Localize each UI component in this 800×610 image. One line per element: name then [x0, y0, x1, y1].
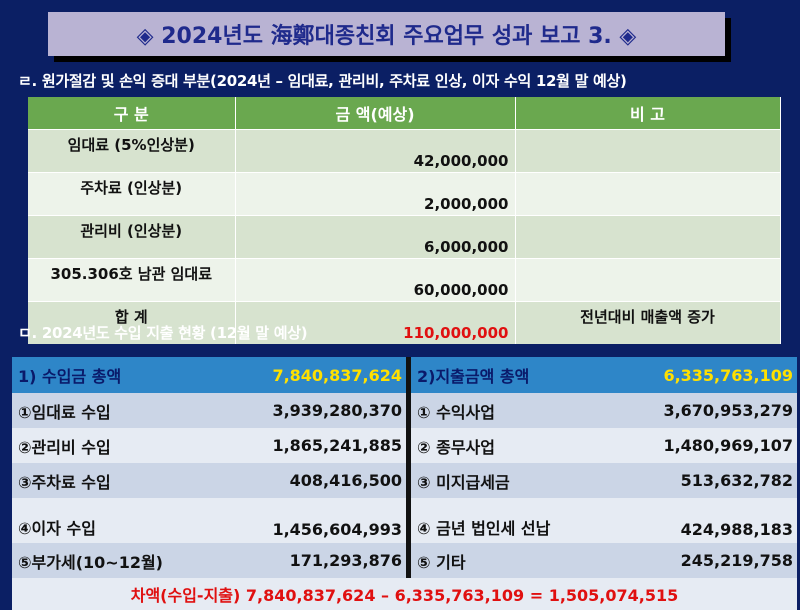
difference-text: 차액(수입-지출) 7,840,837,624 – 6,335,763,109 …	[12, 578, 797, 610]
income-amount: 1,456,604,993	[244, 498, 406, 543]
row-item: 임대료 (5%인상분)	[28, 129, 236, 173]
section-income-expense-label: ㅁ. 2024년도 수입 지출 현황 (12월 말 예상)	[18, 324, 308, 342]
income-amount: 1,865,241,885	[244, 428, 406, 463]
header-amount: 금 액(예상)	[235, 97, 516, 130]
row-note	[515, 129, 781, 173]
column-divider	[406, 463, 411, 498]
total-label: 합 계	[28, 301, 236, 344]
income-total-label: 1) 수입금 총액	[12, 357, 244, 393]
expense-label: ① 수익사업	[411, 393, 617, 428]
income-amount: 171,293,876	[244, 543, 406, 578]
expense-label: ③ 미지급세금	[411, 463, 617, 498]
income-label: ②관리비 수입	[12, 428, 244, 463]
row-item: 주차료 (인상분)	[28, 172, 236, 216]
totals-row: 1) 수입금 총액 7,840,837,624 2)지출금액 총액 6,335,…	[12, 357, 797, 393]
slide-title: ◈ 2024년도 海鄭대종친회 주요업무 성과 보고 3. ◈	[48, 12, 725, 56]
column-divider	[406, 393, 411, 428]
column-divider	[406, 428, 411, 463]
row-amount: 60,000,000	[235, 258, 516, 302]
header-note: 비 고	[515, 97, 781, 130]
expense-total-label: 2)지출금액 총액	[411, 357, 617, 393]
row-amount: 6,000,000	[235, 215, 516, 259]
expense-amount: 245,219,758	[617, 543, 797, 578]
income-label: ③주차료 수입	[12, 463, 244, 498]
income-amount: 408,416,500	[244, 463, 406, 498]
income-amount: 3,939,280,370	[244, 393, 406, 428]
income-label: ①임대료 수입	[12, 393, 244, 428]
row-item: 305.306호 남관 임대료	[28, 258, 236, 302]
expense-amount: 513,632,782	[617, 463, 797, 498]
column-divider	[406, 543, 411, 578]
row-amount: 42,000,000	[235, 129, 516, 173]
row-note	[515, 258, 781, 302]
table-row: 주차료 (인상분) 2,000,000	[28, 172, 781, 216]
income-total-amount: 7,840,837,624	[244, 357, 406, 393]
column-divider	[406, 357, 411, 393]
total-row: 합 계 110,000,000 전년대비 매출액 증가	[28, 301, 781, 344]
table-row: 임대료 (5%인상분) 42,000,000	[28, 129, 781, 173]
income-expense-table: 1) 수입금 총액 7,840,837,624 2)지출금액 총액 6,335,…	[12, 357, 797, 610]
total-amount: 110,000,000	[235, 301, 516, 344]
expense-label: ④ 금년 법인세 선납	[411, 498, 617, 543]
table-row: ④이자 수입 1,456,604,993 ④ 금년 법인세 선납 424,988…	[12, 498, 797, 543]
table-row: ②관리비 수입 1,865,241,885 ② 종무사업 1,480,969,1…	[12, 428, 797, 463]
expense-total-amount: 6,335,763,109	[617, 357, 797, 393]
cost-reduction-table: 구 분 금 액(예상) 비 고 임대료 (5%인상분) 42,000,000 주…	[28, 97, 781, 344]
row-amount: 2,000,000	[235, 172, 516, 216]
total-note: 전년대비 매출액 증가	[515, 301, 781, 344]
difference-row: 차액(수입-지출) 7,840,837,624 – 6,335,763,109 …	[12, 578, 797, 610]
table-header-row: 구 분 금 액(예상) 비 고	[28, 97, 781, 130]
slide-title-text: ◈ 2024년도 海鄭대종친회 주요업무 성과 보고 3. ◈	[136, 24, 637, 49]
table-row: 관리비 (인상분) 6,000,000	[28, 215, 781, 259]
income-label: ⑤부가세(10~12월)	[12, 543, 244, 578]
table-row: ③주차료 수입 408,416,500 ③ 미지급세금 513,632,782	[12, 463, 797, 498]
header-category: 구 분	[28, 97, 236, 130]
table-row: ①임대료 수입 3,939,280,370 ① 수익사업 3,670,953,2…	[12, 393, 797, 428]
table-row: 305.306호 남관 임대료 60,000,000	[28, 258, 781, 302]
row-item: 관리비 (인상분)	[28, 215, 236, 259]
expense-amount: 424,988,183	[617, 498, 797, 543]
income-label: ④이자 수입	[12, 498, 244, 543]
table-row: ⑤부가세(10~12월) 171,293,876 ⑤ 기타 245,219,75…	[12, 543, 797, 578]
expense-label: ⑤ 기타	[411, 543, 617, 578]
expense-amount: 1,480,969,107	[617, 428, 797, 463]
row-note	[515, 172, 781, 216]
expense-amount: 3,670,953,279	[617, 393, 797, 428]
row-note	[515, 215, 781, 259]
expense-label: ② 종무사업	[411, 428, 617, 463]
column-divider	[406, 498, 411, 543]
section-cost-reduction-label: ㄹ. 원가절감 및 손익 증대 부분(2024년 – 임대료, 관리비, 주차료…	[18, 72, 627, 90]
